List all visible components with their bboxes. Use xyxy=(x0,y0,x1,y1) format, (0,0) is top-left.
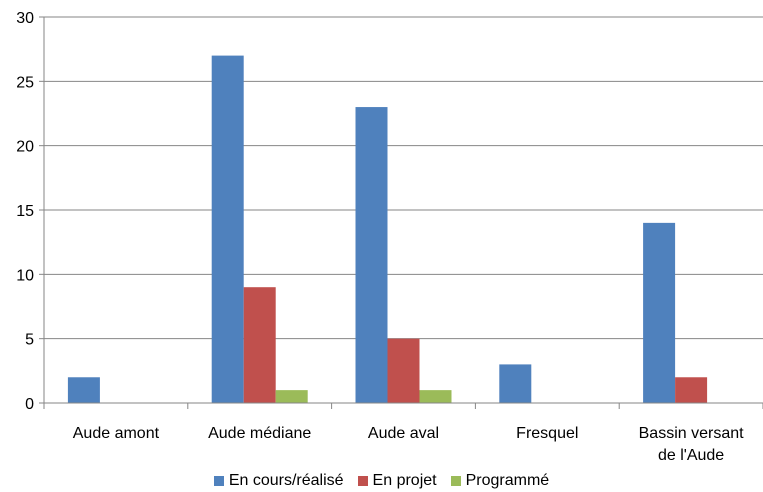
legend-item-programme: Programmé xyxy=(450,472,550,490)
y-tick-label: 5 xyxy=(25,332,34,349)
legend-label: En cours/réalisé xyxy=(228,472,344,489)
y-tick-label: 30 xyxy=(16,10,34,27)
bars xyxy=(67,55,708,404)
bar xyxy=(499,364,532,403)
bar xyxy=(211,55,244,403)
bar xyxy=(419,390,452,403)
x-tick-label: Aude aval xyxy=(368,425,439,442)
legend-label: En projet xyxy=(372,472,437,489)
x-tick-label: Bassin versant xyxy=(639,425,744,442)
legend-item-en-cours: En cours/réalisé xyxy=(213,472,344,490)
bar xyxy=(675,377,708,403)
y-tick-label: 20 xyxy=(16,139,34,156)
legend-swatch xyxy=(213,476,224,486)
bar xyxy=(643,222,676,403)
legend-swatch xyxy=(450,476,461,486)
x-axis-ticks: Aude amont Aude médiane Aude aval Fresquel B… xyxy=(73,425,744,464)
legend-label: Programmé xyxy=(465,472,550,489)
bar xyxy=(243,287,276,403)
y-tick-label: 15 xyxy=(16,203,34,220)
y-tick-label: 10 xyxy=(16,267,34,284)
axes xyxy=(39,16,763,409)
legend: En cours/réalisé En projet Programmé xyxy=(0,470,763,492)
bar xyxy=(67,377,100,403)
x-tick-label: Fresquel xyxy=(516,425,578,442)
y-tick-label: 0 xyxy=(25,396,34,413)
legend-swatch xyxy=(357,476,368,486)
bar xyxy=(387,338,420,403)
x-tick-label: Aude médiane xyxy=(208,425,311,442)
x-tick-label: de l'Aude xyxy=(658,447,724,464)
y-tick-label: 25 xyxy=(16,74,34,91)
x-tick-label: Aude amont xyxy=(73,425,160,442)
bar xyxy=(355,107,388,404)
y-axis-ticks: 0 5 10 15 20 25 30 xyxy=(16,10,34,413)
legend-item-en-projet: En projet xyxy=(357,472,437,490)
bar xyxy=(275,390,308,403)
